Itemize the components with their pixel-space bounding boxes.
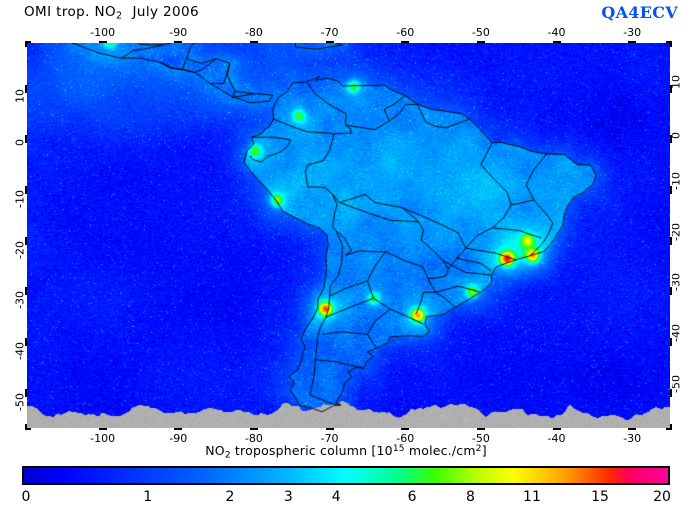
colorbar-tick-9: 20 [653, 489, 671, 505]
cb-mid2: molec./cm [404, 443, 476, 458]
frame-gap-top-8 [636, 41, 666, 43]
frame-gap-top-2 [182, 41, 250, 43]
colorbar-tick-5: 6 [407, 489, 417, 505]
title-period: July 2006 [132, 4, 200, 20]
map-plot-area[interactable] [25, 41, 672, 430]
colorbar-tick-3: 3 [283, 489, 293, 505]
cb-exp2: 2 [475, 443, 482, 454]
cb-exp: 15 [392, 443, 405, 454]
frame-gap-bottom-4 [333, 428, 402, 430]
xtick-label-top-7: -30 [623, 26, 642, 39]
frame-gap-left-2 [25, 143, 27, 186]
frame-gap-right-0 [670, 47, 672, 85]
cb-species-sub: 2 [224, 450, 231, 461]
frame-gap-bottom-6 [484, 428, 553, 430]
frame-gap-bottom-3 [257, 428, 326, 430]
xtick-label-top-5: -50 [471, 26, 490, 39]
frame-gap-left-7 [25, 396, 27, 424]
xtick-label-bottom-3: -70 [320, 432, 339, 445]
frame-gap-right-6 [670, 345, 672, 389]
frame-gap-right-2 [670, 143, 672, 186]
colorbar-gradient [24, 468, 668, 483]
figure-title: OMI trop. NO2 July 2006 [24, 4, 199, 22]
cb-end: ] [481, 443, 487, 458]
frame-gap-left-0 [25, 47, 27, 85]
frame-gap-top-5 [409, 41, 477, 43]
cb-mid: tropospheric column [10 [230, 443, 393, 458]
xtick-label-bottom-5: -50 [471, 432, 490, 445]
colorbar-tick-2: 2 [225, 489, 235, 505]
xtick-label-bottom-1: -90 [169, 432, 188, 445]
colorbar-tick-7: 11 [523, 489, 541, 505]
xtick-label-top-3: -70 [320, 26, 339, 39]
colorbar-title: NO2 tropospheric column [1015 molec./cm2… [205, 443, 487, 461]
xtick-label-bottom-0: -100 [90, 432, 116, 445]
xtick-label-bottom-6: -40 [547, 432, 566, 445]
colorbar-tick-8: 15 [591, 489, 609, 505]
frame-gap-top-6 [484, 41, 553, 43]
colorbar-tick-4: 4 [331, 489, 341, 505]
frame-gap-left-1 [25, 92, 27, 136]
frame-gap-left-4 [25, 244, 27, 288]
frame-gap-left-6 [25, 345, 27, 389]
frame-gap-right-5 [670, 295, 672, 338]
title-subscript: 2 [116, 10, 123, 22]
colorbar-tick-1: 1 [143, 489, 153, 505]
xtick-label-top-6: -40 [547, 26, 566, 39]
frame-gap-left-3 [25, 193, 27, 237]
frame-gap-right-7 [670, 396, 672, 424]
colorbar-tick-0: 0 [21, 489, 31, 505]
frame-gap-bottom-7 [560, 428, 629, 430]
frame-gap-top-3 [257, 41, 326, 43]
frame-gap-left-5 [25, 295, 27, 338]
frame-gap-top-4 [333, 41, 402, 43]
frame-gap-top-1 [106, 41, 175, 43]
colorbar[interactable] [22, 466, 670, 485]
xtick-label-bottom-7: -30 [623, 432, 642, 445]
frame-gap-bottom-5 [409, 428, 477, 430]
frame-gap-top-7 [560, 41, 629, 43]
xtick-label-top-1: -90 [169, 26, 188, 39]
no2-heatmap-canvas[interactable] [27, 43, 670, 428]
title-species: OMI trop. NO [24, 4, 117, 20]
xtick-label-top-0: -100 [90, 26, 116, 39]
frame-gap-right-4 [670, 244, 672, 288]
frame-gap-right-1 [670, 92, 672, 136]
frame-gap-bottom-0 [31, 428, 99, 430]
xtick-label-bottom-2: -80 [244, 432, 263, 445]
xtick-label-top-4: -60 [396, 26, 415, 39]
xtick-label-bottom-4: -60 [396, 432, 415, 445]
frame-gap-right-3 [670, 193, 672, 237]
frame-gap-bottom-1 [106, 428, 175, 430]
colorbar-tick-6: 8 [465, 489, 475, 505]
frame-gap-bottom-2 [182, 428, 250, 430]
frame-gap-top-0 [31, 41, 99, 43]
frame-gap-bottom-8 [636, 428, 666, 430]
xtick-label-top-2: -80 [244, 26, 263, 39]
cb-species: NO [205, 443, 225, 458]
qa4ecv-logo: QA4ECV [601, 3, 678, 22]
